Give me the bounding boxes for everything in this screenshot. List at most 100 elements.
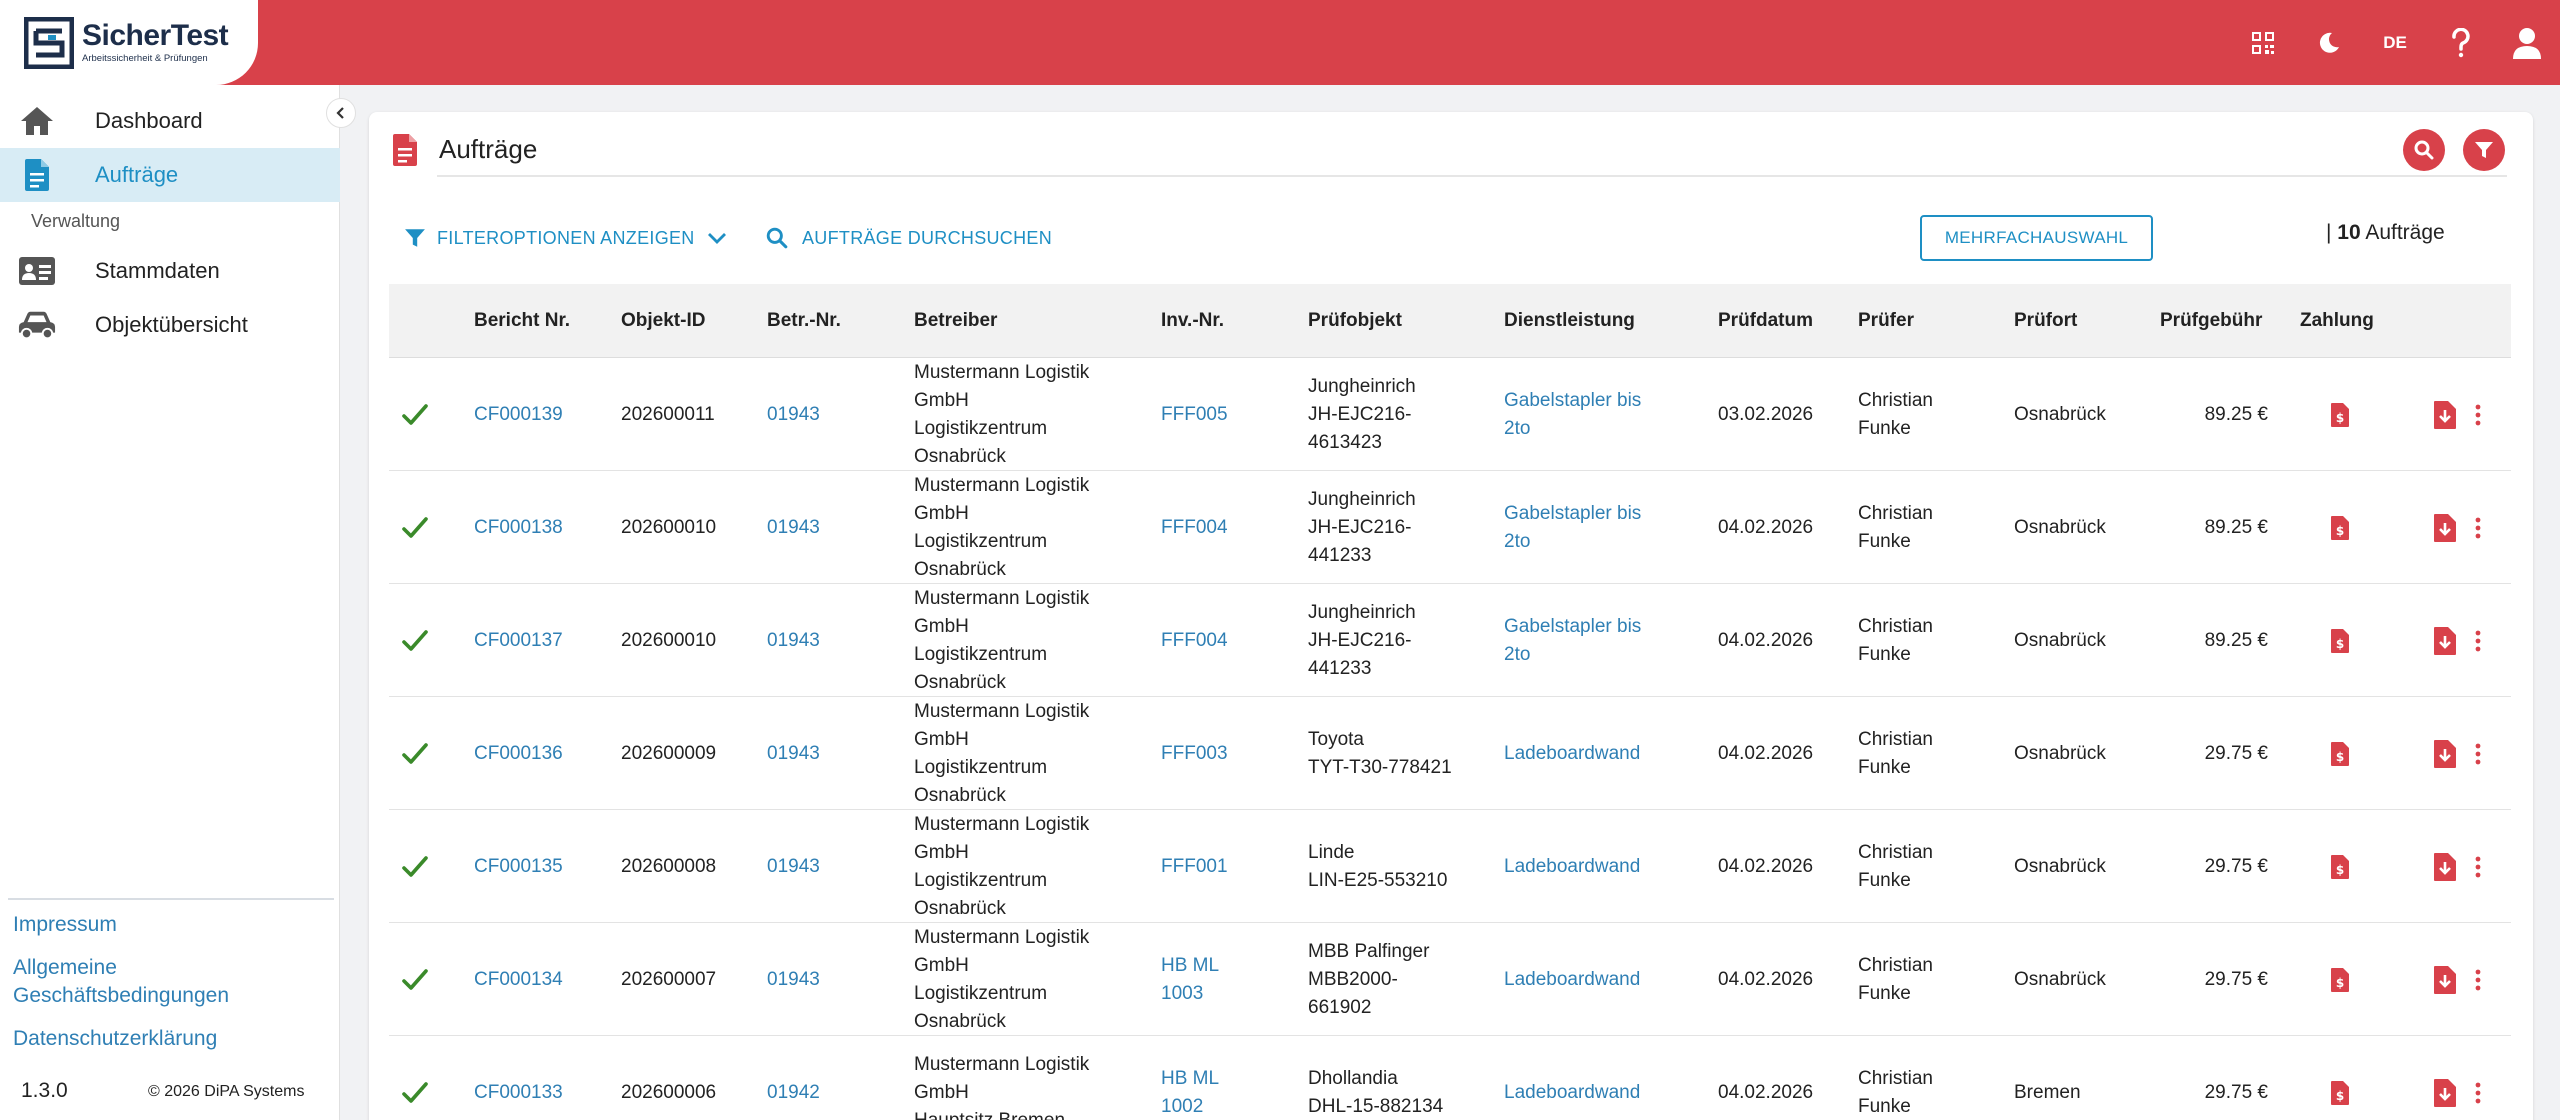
inventory-number-link[interactable]: FFF001: [1161, 810, 1228, 923]
service-link[interactable]: Ladeboardwand: [1504, 1036, 1640, 1120]
column-header-pruefobjekt[interactable]: Prüfobjekt: [1308, 310, 1402, 331]
download-pdf-icon[interactable]: [2433, 1036, 2457, 1120]
inventory-number-link[interactable]: FFF004: [1161, 584, 1228, 697]
user-icon[interactable]: [2494, 0, 2560, 85]
report-number-link[interactable]: CF000136: [474, 742, 563, 764]
more-options-icon[interactable]: [2475, 697, 2481, 810]
sidebar-item-objektuebersicht[interactable]: Objektübersicht: [0, 298, 340, 352]
impressum-link[interactable]: Impressum: [13, 913, 117, 936]
invoice-icon[interactable]: $: [2330, 923, 2350, 1036]
download-pdf-icon[interactable]: [2433, 471, 2457, 584]
column-header-objekt[interactable]: Objekt-ID: [621, 310, 706, 331]
cell-line: 4613423: [1308, 431, 1382, 453]
more-options-icon[interactable]: [2475, 1036, 2481, 1120]
agb-link[interactable]: Allgemeine Geschäftsbedingungen: [13, 956, 229, 1007]
more-options-icon[interactable]: [2475, 358, 2481, 471]
table-row[interactable]: CF000139 202600011 01943 Mustermann Logisti…: [389, 358, 2511, 471]
search-orders-toggle[interactable]: AUFTRÄGE DURCHSUCHEN: [766, 227, 1052, 249]
cell-line: Ladeboardwand: [1504, 1081, 1641, 1103]
column-header-zahlung[interactable]: Zahlung: [2300, 310, 2374, 331]
invoice-icon[interactable]: $: [2330, 358, 2350, 471]
report-number-link[interactable]: CF000139: [474, 403, 563, 425]
help-icon[interactable]: [2428, 0, 2494, 85]
cell-line: GmbH: [914, 502, 969, 524]
download-pdf-icon[interactable]: [2433, 697, 2457, 810]
operator-number-link[interactable]: 01943: [767, 403, 820, 425]
logo[interactable]: SicherTest Arbeitssicherheit & Prüfungen: [0, 0, 258, 85]
inspector: Christian Funke: [1858, 358, 1933, 471]
service-link[interactable]: Ladeboardwand: [1504, 923, 1640, 1036]
document-icon: [391, 133, 419, 172]
invoice-icon[interactable]: $: [2330, 471, 2350, 584]
table-row[interactable]: CF000133 202600006 01942 Mustermann Logisti…: [389, 1036, 2511, 1120]
filter-button[interactable]: [2463, 129, 2505, 171]
test-location: Osnabrück: [2014, 629, 2106, 651]
column-header-bericht[interactable]: Bericht Nr.: [474, 310, 571, 331]
more-options-icon[interactable]: [2475, 810, 2481, 923]
download-pdf-icon[interactable]: [2433, 584, 2457, 697]
inventory-number-link[interactable]: HB ML 1003: [1161, 923, 1219, 1036]
inventory-number-link[interactable]: FFF005: [1161, 358, 1228, 471]
column-header-betr[interactable]: Betr.-Nr.: [767, 310, 841, 331]
inventory-number-link[interactable]: HB ML 1002: [1161, 1036, 1219, 1120]
invoice-icon[interactable]: $: [2330, 1036, 2350, 1120]
download-pdf-icon[interactable]: [2433, 358, 2457, 471]
table-row[interactable]: CF000137 202600010 01943 Mustermann Logisti…: [389, 584, 2511, 697]
search-button[interactable]: [2403, 129, 2445, 171]
report-number-link[interactable]: CF000137: [474, 629, 563, 651]
report-number-link[interactable]: CF000133: [474, 1081, 563, 1103]
filter-options-toggle[interactable]: FILTEROPTIONEN ANZEIGEN: [404, 227, 727, 249]
operator-number-link[interactable]: 01943: [767, 629, 820, 651]
more-options-icon[interactable]: [2475, 584, 2481, 697]
table-row[interactable]: CF000136 202600009 01943 Mustermann Logisti…: [389, 697, 2511, 810]
test-date: 04.02.2026: [1718, 968, 1814, 990]
table-row[interactable]: CF000138 202600010 01943 Mustermann Logisti…: [389, 471, 2511, 584]
inventory-number-link[interactable]: FFF004: [1161, 471, 1228, 584]
invoice-icon[interactable]: $: [2330, 810, 2350, 923]
table-row[interactable]: CF000135 202600008 01943 Mustermann Logisti…: [389, 810, 2511, 923]
cell-line: Osnabrück: [914, 897, 1006, 919]
status-check-icon: [401, 471, 429, 584]
moon-icon[interactable]: [2296, 0, 2362, 85]
invoice-icon[interactable]: $: [2330, 584, 2350, 697]
column-header-pruefdatum[interactable]: Prüfdatum: [1718, 310, 1813, 331]
report-number-link[interactable]: CF000135: [474, 855, 563, 877]
more-options-icon[interactable]: [2475, 923, 2481, 1036]
column-header-betreiber[interactable]: Betreiber: [914, 310, 998, 331]
column-header-pruefer[interactable]: Prüfer: [1858, 310, 1914, 331]
more-options-icon[interactable]: [2475, 471, 2481, 584]
column-header-dienstleistung[interactable]: Dienstleistung: [1504, 310, 1635, 331]
cell-line: Logistikzentrum: [914, 643, 1048, 665]
report-number-link[interactable]: CF000134: [474, 968, 563, 990]
column-header-pruefgebuehr[interactable]: Prüfgebühr: [2160, 310, 2263, 331]
report-number-link[interactable]: CF000138: [474, 516, 563, 538]
column-header-pruefort[interactable]: Prüfort: [2014, 310, 2078, 331]
download-pdf-icon[interactable]: [2433, 810, 2457, 923]
service-link[interactable]: Ladeboardwand: [1504, 697, 1640, 810]
column-header-inv[interactable]: Inv.-Nr.: [1161, 310, 1224, 331]
sidebar-item-dashboard[interactable]: Dashboard: [0, 94, 340, 148]
operator-number-link[interactable]: 01943: [767, 968, 820, 990]
download-pdf-icon[interactable]: [2433, 923, 2457, 1036]
collapse-sidebar-button[interactable]: [326, 98, 356, 128]
qr-code-icon[interactable]: [2230, 0, 2296, 85]
sidebar-item-auftraege[interactable]: Aufträge: [0, 148, 340, 202]
sidebar-item-stammdaten[interactable]: Stammdaten: [0, 244, 340, 298]
datenschutz-link[interactable]: Datenschutzerklärung: [13, 1027, 218, 1050]
cell-line: 2to: [1504, 417, 1531, 439]
service-link[interactable]: Gabelstapler bis 2to: [1504, 358, 1641, 471]
test-object: Toyota TYT-T30-778421: [1308, 697, 1452, 810]
operator-number-link[interactable]: 01943: [767, 855, 820, 877]
service-link[interactable]: Gabelstapler bis 2to: [1504, 471, 1641, 584]
inventory-number-link[interactable]: FFF003: [1161, 697, 1228, 810]
status-check-icon: [401, 810, 429, 923]
multi-select-button[interactable]: MEHRFACHAUSWAHL: [1920, 215, 2153, 261]
table-row[interactable]: CF000134 202600007 01943 Mustermann Logisti…: [389, 923, 2511, 1036]
operator-number-link[interactable]: 01942: [767, 1081, 820, 1103]
operator-number-link[interactable]: 01943: [767, 742, 820, 764]
service-link[interactable]: Ladeboardwand: [1504, 810, 1640, 923]
invoice-icon[interactable]: $: [2330, 697, 2350, 810]
service-link[interactable]: Gabelstapler bis 2to: [1504, 584, 1641, 697]
operator-number-link[interactable]: 01943: [767, 516, 820, 538]
language-selector[interactable]: DE: [2383, 32, 2407, 52]
